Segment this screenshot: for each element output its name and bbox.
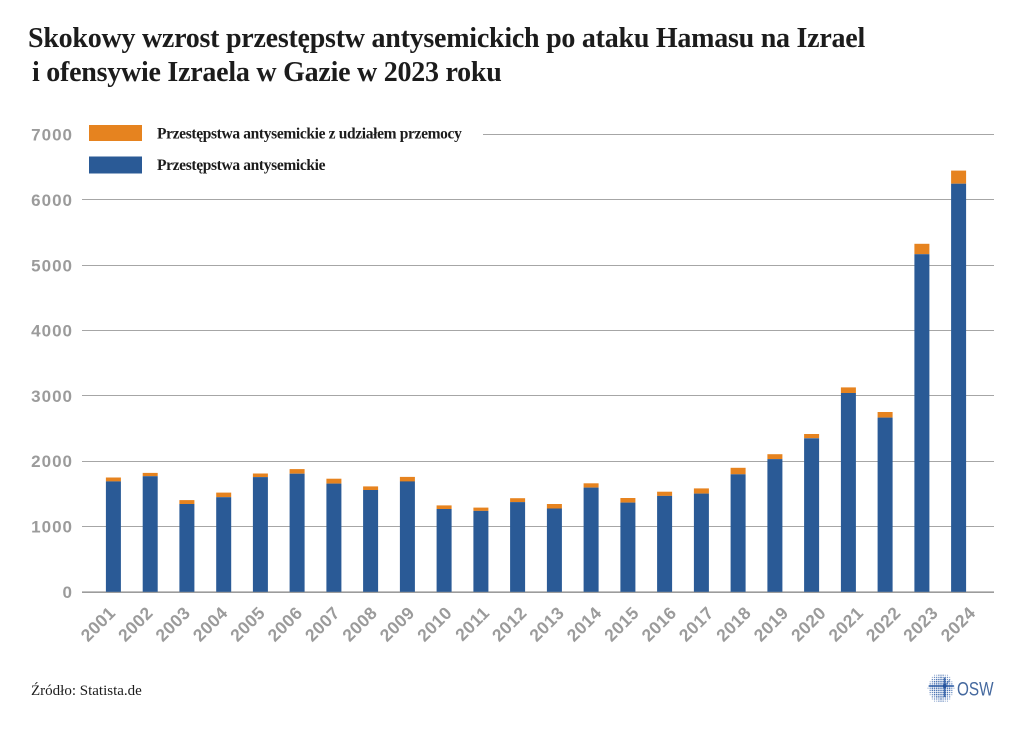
svg-text:6000: 6000 [31, 191, 73, 210]
svg-text:Przestępstwa antysemickie z ud: Przestępstwa antysemickie z udziałem prz… [157, 125, 462, 142]
svg-text:2000: 2000 [31, 452, 73, 471]
svg-text:4000: 4000 [31, 322, 73, 341]
svg-text:Źródło: Statista.de: Źródło: Statista.de [31, 682, 142, 699]
svg-text:3000: 3000 [31, 387, 73, 406]
svg-text:5000: 5000 [31, 256, 73, 275]
svg-text:0: 0 [63, 583, 73, 602]
svg-text:i ofensywie Izraela w Gazie w: i ofensywie Izraela w Gazie w 2023 roku [32, 57, 502, 88]
svg-text:Przestępstwa antysemickie: Przestępstwa antysemickie [157, 157, 326, 174]
svg-text:OSW: OSW [957, 680, 994, 701]
svg-text:7000: 7000 [31, 126, 73, 145]
svg-text:Skokowy wzrost przestępstw ant: Skokowy wzrost przestępstw antysemickich… [28, 23, 865, 54]
svg-text:1000: 1000 [31, 518, 73, 537]
